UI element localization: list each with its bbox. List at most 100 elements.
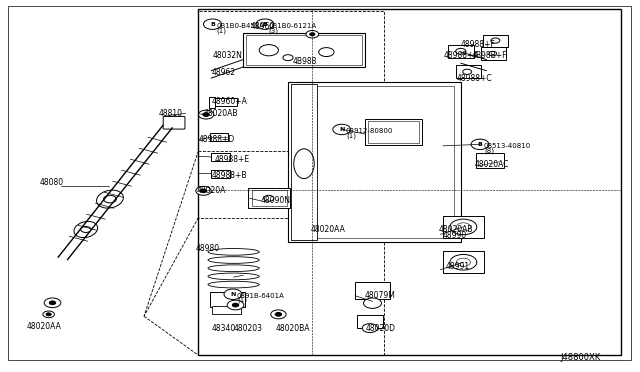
Bar [368, 121, 419, 143]
Text: 4B988: 4B988 [293, 57, 317, 66]
Bar [198, 11, 384, 151]
Circle shape [473, 140, 488, 149]
Text: N: N [230, 292, 236, 297]
Text: 48810: 48810 [159, 109, 183, 118]
Ellipse shape [450, 254, 477, 270]
Text: 48020A: 48020A [196, 186, 226, 195]
Ellipse shape [208, 265, 259, 272]
Circle shape [232, 303, 239, 307]
Text: 48020D: 48020D [366, 324, 396, 333]
Text: 48090N: 48090N [261, 196, 291, 205]
Circle shape [362, 324, 378, 333]
Text: 48032N: 48032N [213, 51, 243, 60]
Bar [198, 9, 621, 355]
Bar [198, 218, 384, 355]
Circle shape [283, 55, 293, 61]
Text: (1): (1) [346, 132, 356, 139]
Text: B: B [210, 22, 215, 27]
Ellipse shape [208, 273, 259, 280]
Circle shape [456, 48, 466, 54]
Bar [210, 292, 245, 307]
Text: 48980: 48980 [195, 244, 220, 253]
Circle shape [46, 313, 51, 316]
Text: 48988+E: 48988+E [215, 155, 250, 164]
Bar [248, 188, 290, 208]
Text: 48960+A: 48960+A [212, 97, 248, 106]
Bar [246, 35, 362, 65]
Bar [456, 65, 481, 78]
Circle shape [81, 227, 91, 232]
Text: 48988+A: 48988+A [444, 51, 479, 60]
Bar [243, 33, 365, 67]
Circle shape [264, 195, 274, 201]
Ellipse shape [450, 219, 477, 235]
Bar [443, 216, 484, 238]
Text: B: B [477, 142, 483, 147]
Text: 03912-80800: 03912-80800 [346, 128, 393, 134]
Circle shape [275, 312, 282, 316]
Ellipse shape [208, 248, 259, 255]
Ellipse shape [74, 221, 98, 238]
Circle shape [204, 19, 221, 29]
Bar [355, 282, 390, 299]
Text: 48960: 48960 [251, 22, 275, 31]
Circle shape [306, 31, 319, 38]
Bar [211, 98, 237, 106]
Bar [443, 251, 484, 273]
Text: 48020AA: 48020AA [27, 322, 61, 331]
Ellipse shape [97, 190, 124, 208]
Text: 48020AB: 48020AB [204, 109, 238, 118]
Ellipse shape [456, 223, 470, 231]
Text: 48020AA: 48020AA [310, 225, 345, 234]
Text: 48080: 48080 [40, 178, 64, 187]
Bar [291, 84, 317, 240]
Bar [211, 153, 230, 161]
Text: 0B1B0-6121A: 0B1B0-6121A [269, 23, 317, 29]
FancyBboxPatch shape [163, 116, 185, 129]
Circle shape [259, 45, 278, 56]
Ellipse shape [208, 257, 259, 263]
Text: (3): (3) [269, 27, 279, 34]
Circle shape [49, 301, 56, 305]
Text: N: N [339, 127, 344, 132]
Bar [476, 153, 504, 168]
Text: J48800XK: J48800XK [560, 353, 600, 362]
Bar [210, 133, 228, 141]
Bar [448, 45, 474, 58]
Text: 480203: 480203 [234, 324, 262, 333]
Bar [211, 170, 230, 178]
Circle shape [196, 186, 211, 195]
Bar [252, 190, 287, 206]
Bar [212, 306, 241, 314]
Bar [365, 119, 422, 145]
Text: 48988+F: 48988+F [461, 40, 495, 49]
Text: 48988+D: 48988+D [198, 135, 235, 144]
Text: 0B1B0-B451A: 0B1B0-B451A [216, 23, 264, 29]
Circle shape [319, 48, 334, 57]
Text: 48020AB: 48020AB [439, 225, 474, 234]
Ellipse shape [456, 258, 470, 266]
Text: B: B [262, 22, 268, 27]
Circle shape [43, 311, 54, 318]
Text: 48079M: 48079M [365, 291, 396, 300]
Circle shape [477, 142, 484, 146]
Text: 48991: 48991 [445, 262, 470, 271]
Text: 48020BA: 48020BA [275, 324, 310, 333]
Text: 4B98B+F: 4B98B+F [472, 51, 507, 60]
Text: 48020AC: 48020AC [475, 160, 509, 169]
Text: 48962: 48962 [211, 68, 236, 77]
Circle shape [256, 19, 274, 29]
Bar [209, 97, 215, 108]
Text: (1): (1) [216, 27, 227, 34]
Circle shape [44, 298, 61, 308]
Text: 0891B-6401A: 0891B-6401A [237, 293, 285, 299]
Circle shape [198, 110, 214, 119]
Ellipse shape [208, 281, 259, 288]
Text: (8): (8) [484, 147, 495, 154]
Text: 48990: 48990 [443, 231, 467, 240]
Circle shape [271, 310, 286, 319]
Circle shape [310, 33, 315, 36]
Bar [357, 315, 383, 328]
Circle shape [491, 38, 500, 43]
Circle shape [463, 69, 472, 74]
